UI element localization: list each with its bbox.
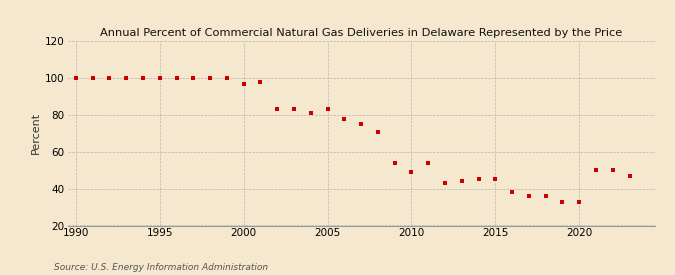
Title: Annual Percent of Commercial Natural Gas Deliveries in Delaware Represented by t: Annual Percent of Commercial Natural Gas… [100,28,622,38]
Y-axis label: Percent: Percent [31,112,40,155]
Text: Source: U.S. Energy Information Administration: Source: U.S. Energy Information Administ… [54,263,268,272]
